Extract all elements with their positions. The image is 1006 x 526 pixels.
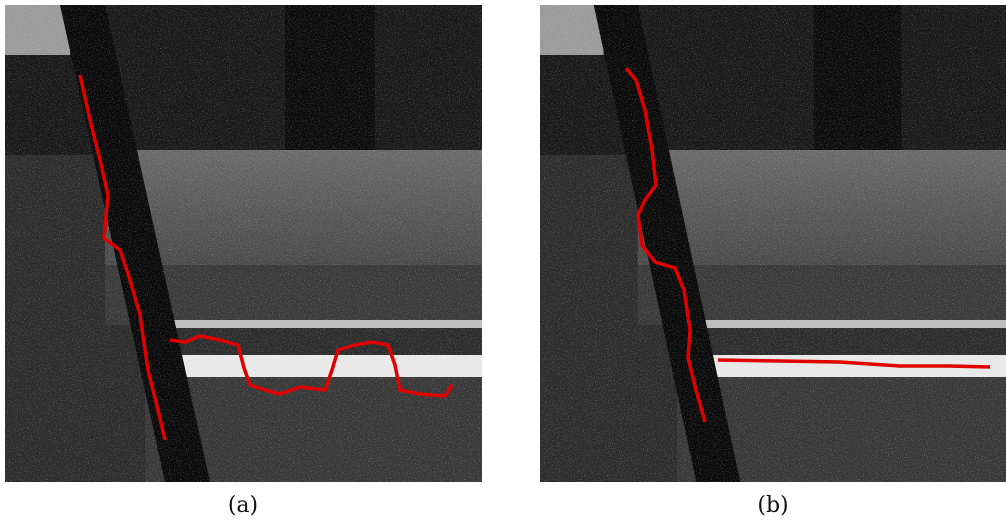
image-a <box>5 5 482 482</box>
caption: (a) <box>228 493 258 518</box>
panel-b <box>540 5 1006 482</box>
panel-a <box>5 5 482 482</box>
figure: (a) (b) <box>0 0 1006 526</box>
page: (a) (b) (() => { const data = JSON.parse… <box>0 0 1006 526</box>
caption: (b) <box>757 493 788 518</box>
image-b <box>540 5 1006 482</box>
